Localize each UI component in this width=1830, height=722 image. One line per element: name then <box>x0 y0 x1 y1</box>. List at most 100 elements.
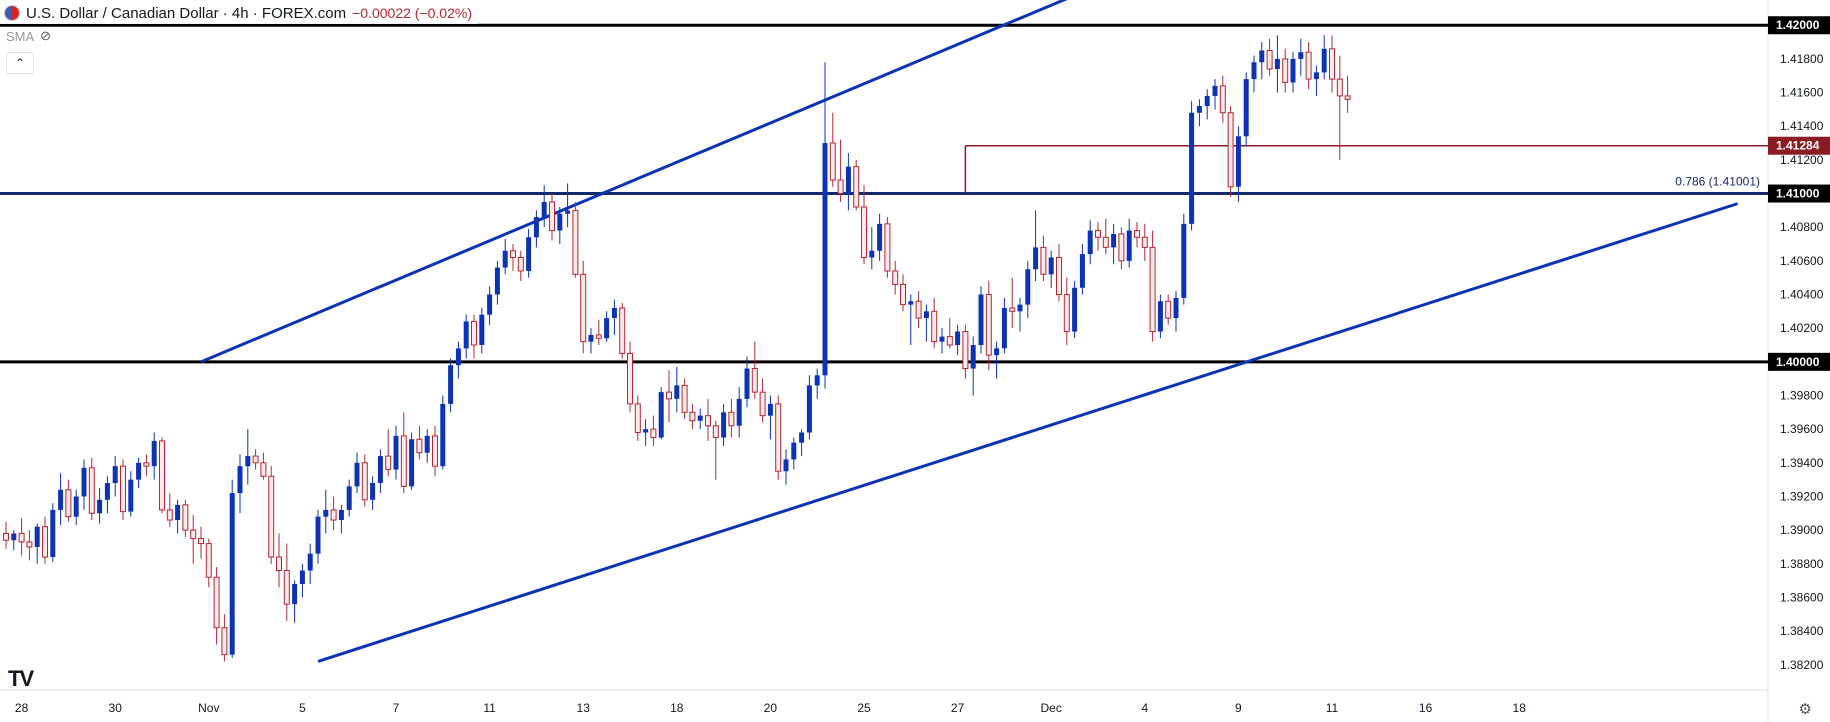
x-tick-label: 28 <box>15 701 29 715</box>
candle-body <box>416 438 423 454</box>
candle-body <box>923 311 929 319</box>
candle-body <box>1282 58 1289 83</box>
x-tick-label: 20 <box>764 701 778 715</box>
x-tick-label: 13 <box>577 701 591 715</box>
candle-body <box>705 415 711 427</box>
candle-body <box>299 570 305 584</box>
candle-body <box>166 509 173 521</box>
candle-body <box>50 509 56 558</box>
candle-body <box>409 439 415 487</box>
candle-body <box>440 403 446 467</box>
candle-body <box>370 483 376 500</box>
candle-body <box>175 504 181 521</box>
symbol-title[interactable]: U.S. Dollar / Canadian Dollar · 4h · FOR… <box>26 4 347 22</box>
y-tick-label: 1.38400 <box>1780 624 1824 638</box>
candle-body <box>510 250 516 258</box>
collapse-legend-button[interactable]: ⌃ <box>6 52 34 74</box>
candle-body <box>978 294 984 345</box>
candle-body <box>861 206 867 258</box>
candle-body <box>432 435 438 467</box>
candle-body <box>1118 233 1125 262</box>
candle-body <box>18 532 25 543</box>
candle-body <box>26 541 33 548</box>
candle-body <box>994 348 1000 356</box>
x-tick-label: 5 <box>299 701 306 715</box>
candle-body <box>955 331 961 345</box>
settings-icon[interactable]: ⚙ <box>1798 701 1812 718</box>
candle-body <box>494 267 500 295</box>
candle-body <box>81 467 87 497</box>
y-tick-label: 1.41600 <box>1780 86 1824 100</box>
candle-body <box>213 576 220 629</box>
candle-body <box>1329 48 1335 80</box>
y-tick-label: 1.39200 <box>1780 489 1824 503</box>
candle-body <box>549 201 555 232</box>
candle-body <box>1235 136 1241 187</box>
candle-body <box>853 166 860 208</box>
candle-body <box>791 442 797 460</box>
candle-body <box>245 456 251 467</box>
candle-body <box>1227 112 1234 188</box>
candle-body <box>728 411 735 427</box>
candle-body <box>767 403 773 416</box>
candle-body <box>229 493 235 655</box>
x-tick-label: 18 <box>1513 701 1527 715</box>
candle-body <box>1181 223 1187 298</box>
candle-body <box>65 489 72 518</box>
current-price-label: 1.41284 <box>1776 139 1820 153</box>
price-tag-box <box>1768 184 1830 203</box>
y-tick-label: 1.39400 <box>1780 456 1824 470</box>
candle-body <box>1134 230 1140 238</box>
candle-body <box>689 411 696 422</box>
candle-body <box>120 465 126 513</box>
current-price-tag <box>1768 136 1830 155</box>
candle-body <box>751 368 758 393</box>
candle-body <box>471 320 477 346</box>
candle-body <box>565 210 571 214</box>
candle-body <box>517 256 524 272</box>
candle-body <box>479 314 485 345</box>
candle-body <box>323 509 329 517</box>
candle-body <box>712 425 719 439</box>
candle-body <box>744 368 750 399</box>
candle-body <box>619 307 626 354</box>
candle-body <box>588 334 594 342</box>
candle-body <box>11 533 17 541</box>
candle-body <box>557 213 563 231</box>
chart-header: U.S. Dollar / Canadian Dollar · 4h · FOR… <box>0 2 478 24</box>
candle-body <box>1344 95 1351 100</box>
candle-body <box>627 352 633 405</box>
candle-body <box>1040 246 1047 275</box>
candle-body <box>1243 79 1249 137</box>
candle-body <box>1305 51 1312 80</box>
candle-body <box>775 403 782 472</box>
candle-body <box>783 459 789 472</box>
price-tag-label: 1.42000 <box>1776 18 1820 32</box>
candle-body <box>681 384 688 413</box>
price-tag-label: 1.41000 <box>1776 187 1820 201</box>
x-tick-label: Dec <box>1041 701 1062 715</box>
candle-body <box>822 143 828 376</box>
indicator-legend[interactable]: SMA ⊘ <box>6 28 51 44</box>
candle-body <box>1173 297 1179 319</box>
lower-channel-trendline <box>317 202 1739 663</box>
candle-body <box>237 466 243 494</box>
candle-body <box>463 321 469 349</box>
candle-body <box>487 294 493 315</box>
candle-body <box>385 455 392 471</box>
candle-body <box>877 223 883 251</box>
y-tick-label: 1.40800 <box>1780 220 1824 234</box>
eye-hidden-icon[interactable]: ⊘ <box>40 28 52 43</box>
candle-body <box>580 273 587 343</box>
y-tick-label: 1.38200 <box>1780 658 1824 672</box>
price-tag-box <box>1768 352 1830 371</box>
candle-body <box>799 432 805 443</box>
candle-body <box>845 166 851 194</box>
candle-body <box>3 532 9 541</box>
candle-body <box>674 385 680 399</box>
candle-body <box>572 209 579 275</box>
y-tick-label: 1.41200 <box>1780 153 1824 167</box>
candle-body <box>595 334 602 339</box>
candle-body <box>1141 236 1148 248</box>
